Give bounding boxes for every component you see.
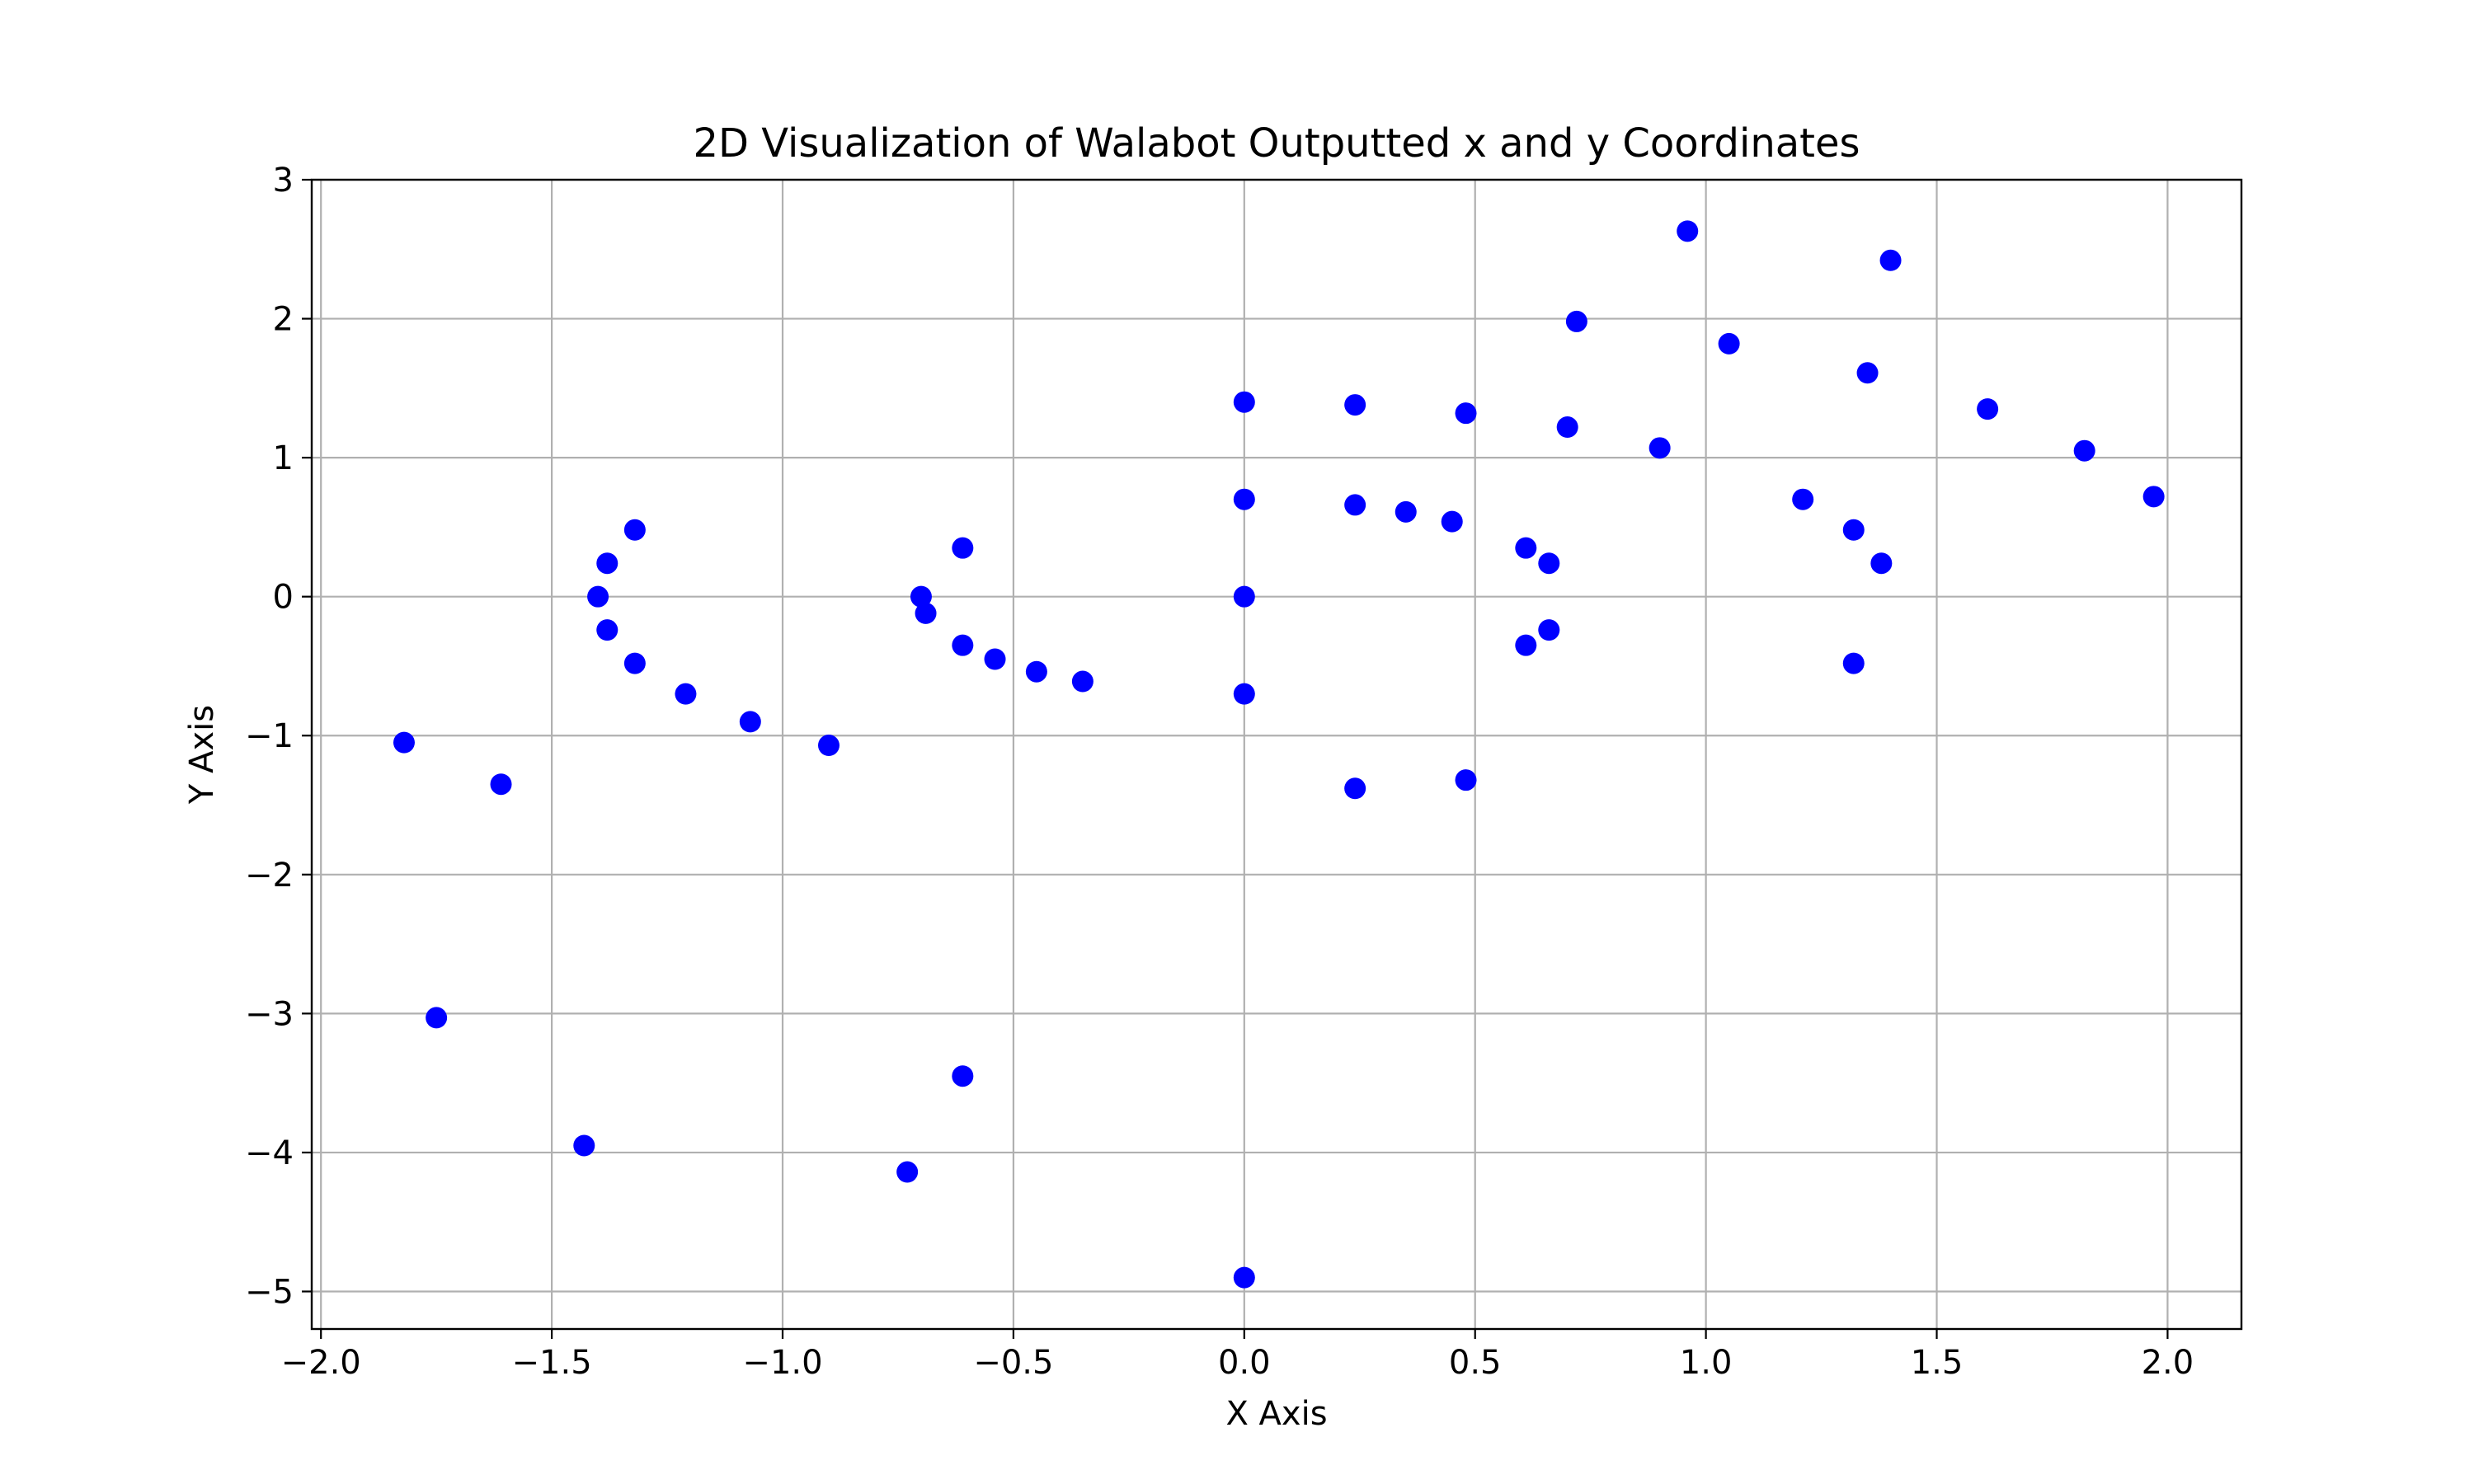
data-point (739, 711, 761, 733)
data-point (1455, 769, 1477, 791)
data-point (1792, 488, 1814, 510)
data-point (896, 1161, 919, 1183)
data-point (910, 585, 932, 608)
axis-ticks: −2.0 −1.5 −1.0 −0.5 0.0 0.5 1.0 1.5 2.0 −5 −4 −3 −2 −… (245, 162, 2194, 1382)
data-point (1233, 488, 1255, 510)
x-tick-label: −1.5 (512, 1344, 592, 1382)
data-point (1441, 510, 1463, 533)
data-point (1538, 552, 1560, 575)
data-point (623, 519, 646, 541)
data-point (2073, 439, 2095, 462)
data-point (1565, 310, 1587, 332)
x-tick-label: 1.0 (1680, 1344, 1733, 1382)
data-point (623, 652, 646, 674)
data-point (587, 585, 609, 608)
data-point (1344, 494, 1366, 516)
chart-title: 2D Visualization of Walabot Outputted x … (693, 120, 1860, 167)
data-point (952, 634, 974, 656)
data-point (817, 735, 840, 757)
data-point (1515, 537, 1537, 559)
data-point (1842, 652, 1865, 674)
data-point (1856, 362, 1879, 384)
x-tick-label: −2.0 (281, 1344, 361, 1382)
x-axis-label: X Axis (1225, 1395, 1327, 1433)
y-tick-label: −5 (245, 1273, 294, 1311)
x-tick-label: 1.5 (1911, 1344, 1964, 1382)
data-point (490, 773, 512, 796)
data-point (1455, 402, 1477, 425)
data-point (1233, 1266, 1255, 1289)
data-point (1842, 519, 1865, 541)
data-point (1395, 500, 1417, 523)
data-point (1677, 220, 1699, 242)
y-tick-label: −2 (245, 857, 294, 895)
data-points (393, 220, 2165, 1289)
y-tick-label: −4 (245, 1134, 294, 1172)
data-point (426, 1007, 448, 1029)
data-point (1025, 660, 1047, 683)
data-point (596, 619, 618, 641)
data-point (1718, 332, 1740, 355)
y-tick-label: 2 (273, 301, 294, 339)
x-tick-label: −1.0 (742, 1344, 822, 1382)
data-point (675, 683, 697, 705)
y-tick-label: 0 (273, 579, 294, 617)
y-tick-label: 1 (273, 439, 294, 477)
x-tick-label: 2.0 (2142, 1344, 2194, 1382)
data-point (1870, 552, 1893, 575)
x-tick-label: 0.5 (1449, 1344, 1502, 1382)
data-point (1344, 394, 1366, 416)
data-point (952, 1065, 974, 1087)
data-point (1233, 391, 1255, 413)
y-axis-label: Y Axis (183, 705, 221, 805)
data-point (2142, 486, 2165, 508)
data-point (1556, 416, 1578, 439)
plot-frame (310, 178, 2243, 1331)
data-point (1515, 634, 1537, 656)
data-point (984, 648, 1006, 670)
y-tick-label: 3 (273, 162, 294, 200)
data-point (393, 731, 415, 754)
data-point (1879, 249, 1902, 271)
data-point (1344, 777, 1366, 800)
data-point (1071, 670, 1094, 693)
data-point (952, 537, 974, 559)
y-tick-label: −1 (245, 717, 294, 755)
x-tick-label: 0.0 (1218, 1344, 1271, 1382)
y-tick-label: −3 (245, 995, 294, 1033)
data-point (573, 1134, 595, 1157)
data-point (596, 552, 618, 575)
data-point (1233, 585, 1255, 608)
data-point (915, 602, 937, 624)
data-point (1977, 398, 1999, 420)
data-point (1649, 437, 1671, 459)
data-point (1233, 683, 1255, 705)
data-point (1538, 619, 1560, 641)
x-tick-label: −0.5 (973, 1344, 1053, 1382)
